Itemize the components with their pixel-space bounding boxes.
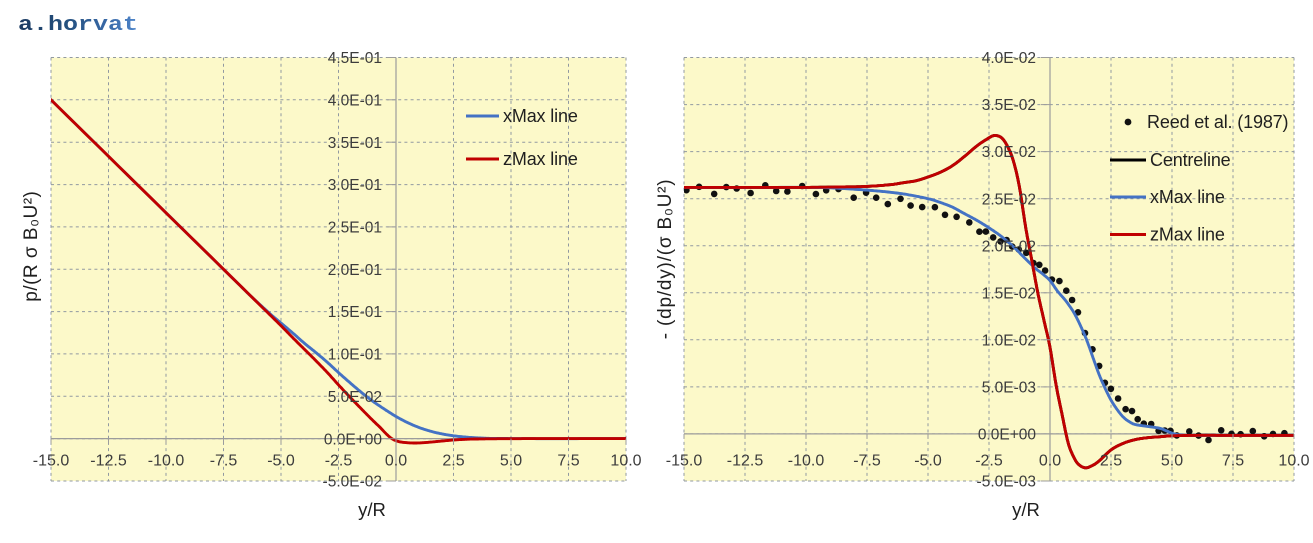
svg-text:4.0E-02: 4.0E-02 [982, 50, 1036, 67]
svg-text:-2.5: -2.5 [325, 453, 353, 470]
svg-text:10.0: 10.0 [1278, 453, 1309, 470]
svg-text:0.0: 0.0 [385, 453, 407, 470]
svg-text:-10.0: -10.0 [788, 453, 825, 470]
svg-text:5.0: 5.0 [500, 453, 522, 470]
svg-text:7.5: 7.5 [1222, 453, 1244, 470]
svg-text:2.5E-01: 2.5E-01 [328, 220, 382, 237]
svg-text:zMax line: zMax line [503, 149, 578, 169]
svg-text:5.0E-03: 5.0E-03 [982, 380, 1036, 397]
svg-text:2.0E-02: 2.0E-02 [982, 238, 1036, 255]
svg-text:a.horvat: a.horvat [18, 14, 138, 37]
svg-text:p/(R σ B₀U²): p/(R σ B₀U²) [21, 191, 42, 302]
svg-text:xMax line: xMax line [1150, 187, 1225, 207]
svg-text:Reed et al. (1987): Reed et al. (1987) [1147, 112, 1288, 132]
svg-text:-12.5: -12.5 [727, 453, 764, 470]
svg-text:3.0E-02: 3.0E-02 [982, 144, 1036, 161]
svg-text:1.5E-01: 1.5E-01 [328, 304, 382, 321]
svg-text:5.0E-02: 5.0E-02 [328, 389, 382, 406]
svg-text:xMax line: xMax line [503, 106, 578, 126]
svg-text:-7.5: -7.5 [853, 453, 881, 470]
svg-text:4.0E-01: 4.0E-01 [328, 92, 382, 109]
svg-text:Centreline: Centreline [1150, 150, 1231, 170]
svg-text:-15.0: -15.0 [33, 453, 70, 470]
svg-text:- (dp/dy)/(σ B₀U²): - (dp/dy)/(σ B₀U²) [655, 179, 676, 340]
svg-text:2.5: 2.5 [442, 453, 464, 470]
svg-text:2.5E-02: 2.5E-02 [982, 191, 1036, 208]
svg-text:0.0E+00: 0.0E+00 [978, 427, 1037, 444]
svg-text:3.5E-02: 3.5E-02 [982, 97, 1036, 114]
svg-text:3.0E-01: 3.0E-01 [328, 177, 382, 194]
svg-text:1.0E-01: 1.0E-01 [328, 347, 382, 364]
svg-text:y/R: y/R [358, 499, 386, 520]
svg-text:1.0E-02: 1.0E-02 [982, 332, 1036, 349]
svg-text:0.0: 0.0 [1039, 453, 1061, 470]
svg-text:-5.0: -5.0 [267, 453, 295, 470]
svg-text:-5.0: -5.0 [914, 453, 942, 470]
svg-text:-2.5: -2.5 [975, 453, 1003, 470]
svg-text:2.0E-01: 2.0E-01 [328, 262, 382, 279]
svg-text:-10.0: -10.0 [148, 453, 185, 470]
svg-text:4.5E-01: 4.5E-01 [328, 50, 382, 67]
svg-text:2.5: 2.5 [1100, 453, 1122, 470]
svg-text:0.0E+00: 0.0E+00 [324, 431, 383, 448]
svg-text:10.0: 10.0 [610, 453, 641, 470]
svg-text:-5.0E-02: -5.0E-02 [323, 474, 382, 491]
svg-text:7.5: 7.5 [557, 453, 579, 470]
svg-text:y/R: y/R [1012, 499, 1040, 520]
svg-text:-5.0E-03: -5.0E-03 [977, 474, 1036, 491]
svg-text:zMax line: zMax line [1150, 225, 1225, 245]
svg-text:3.5E-01: 3.5E-01 [328, 135, 382, 152]
svg-text:5.0: 5.0 [1161, 453, 1183, 470]
svg-text:-12.5: -12.5 [90, 453, 127, 470]
svg-text:-15.0: -15.0 [666, 453, 703, 470]
svg-text:1.5E-02: 1.5E-02 [982, 285, 1036, 302]
svg-text:-7.5: -7.5 [210, 453, 238, 470]
